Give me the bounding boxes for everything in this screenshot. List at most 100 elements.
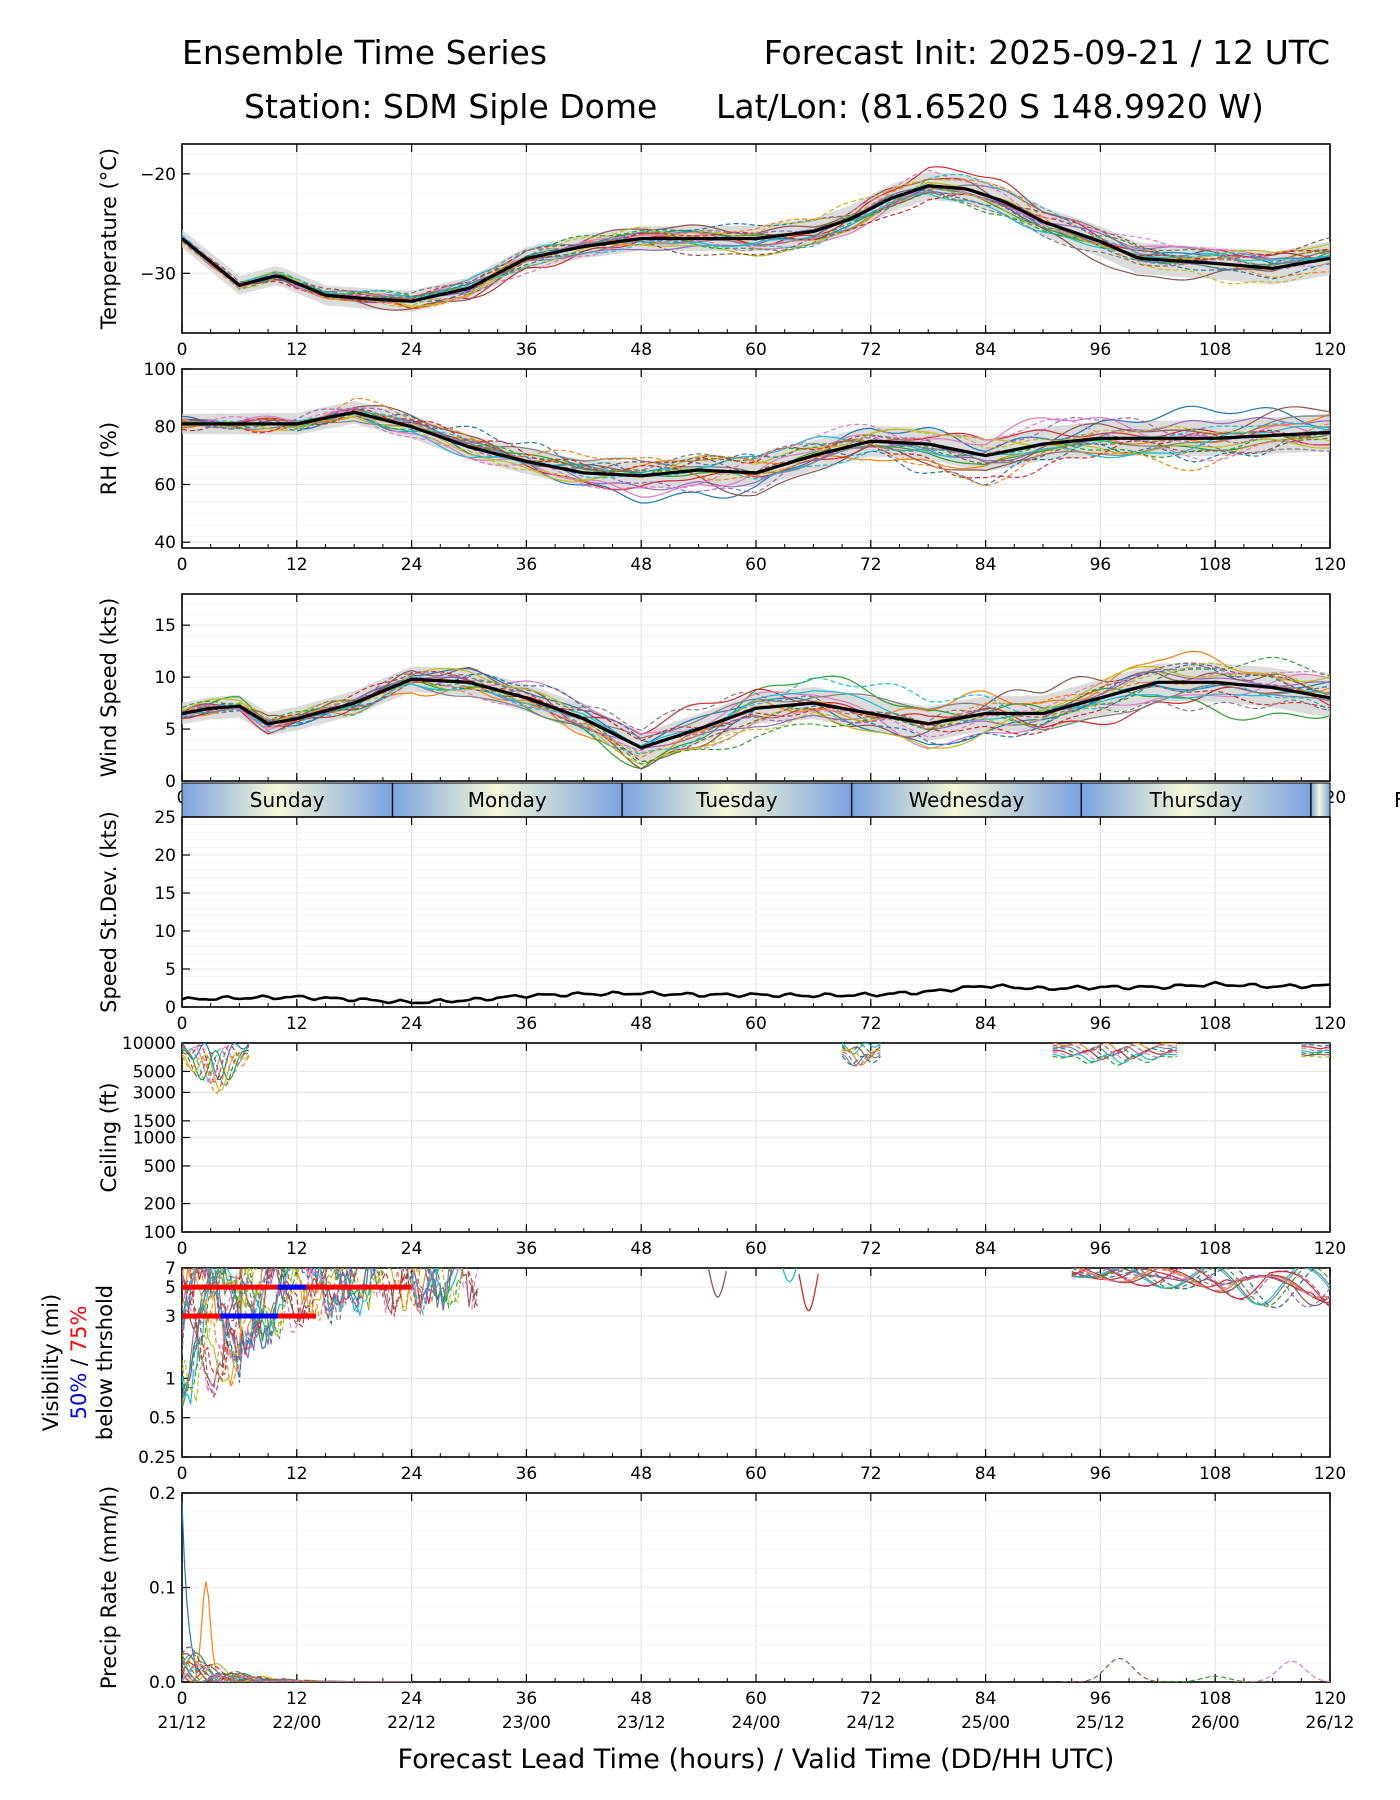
- x-tick-label: 0: [177, 1014, 188, 1034]
- x-tick-label: 72: [860, 555, 882, 575]
- x-tick-label: 48: [630, 1464, 652, 1484]
- y-tick-label: 5000: [133, 1062, 176, 1082]
- ceiling-member-line: [842, 1051, 881, 1067]
- member-line: [182, 663, 1330, 746]
- member-line: [182, 193, 1330, 304]
- x-tick-label: 48: [630, 555, 652, 575]
- x-tick-label: 0: [177, 555, 188, 575]
- day-label: Thursday: [1149, 788, 1243, 812]
- x-tick-label: 96: [1090, 555, 1112, 575]
- vis-member-line: [182, 1268, 463, 1396]
- y-axis-label: Precip Rate (mm/h): [97, 1486, 121, 1689]
- x-tick-label: 0: [177, 340, 188, 360]
- x-tick-label: 96: [1090, 340, 1112, 360]
- x-tick-label: 12: [286, 1239, 308, 1259]
- x-tick-label: 0: [177, 1689, 188, 1709]
- vis-member-line: [1071, 1268, 1330, 1306]
- x-tick-label: 36: [516, 340, 538, 360]
- vis-member-line: [1073, 1268, 1330, 1301]
- member-line: [182, 673, 1330, 732]
- y-tick-label: 3: [165, 1307, 176, 1327]
- spread-band: [182, 171, 1330, 312]
- precip-member-line: [182, 1667, 412, 1682]
- y-tick-label: 0.5: [149, 1409, 176, 1429]
- vis-member-line: [1081, 1268, 1330, 1301]
- y-tick-label: 0.1: [149, 1579, 176, 1599]
- y-tick-label: 60: [154, 475, 176, 495]
- x-tick-label: 24: [401, 340, 423, 360]
- member-line: [182, 406, 1330, 493]
- y-tick-label: 10: [154, 668, 176, 688]
- y-tick-label: 7: [165, 1259, 176, 1279]
- x-tick-label: 24: [401, 1239, 423, 1259]
- valid-time-label: 23/12: [617, 1713, 666, 1733]
- ceiling-member-line: [1301, 1051, 1330, 1055]
- vis-member-line: [707, 1268, 727, 1298]
- stdev-line: [181, 980, 1331, 1005]
- vis-member-line: [182, 1268, 421, 1388]
- ensemble-mean-line: [182, 410, 1330, 478]
- y-tick-label: −30: [140, 264, 176, 284]
- y-axis-label: RH (%): [97, 422, 121, 495]
- x-tick-label: 120: [1314, 1014, 1346, 1034]
- panel-1: 0 12 24 36 48 60 72 84 96 108 120 100 80 60 40 RH (%): [97, 360, 1346, 575]
- ceiling-member-line: [841, 1053, 881, 1067]
- ceiling-member-line: [182, 1046, 250, 1085]
- member-line: [182, 397, 1330, 487]
- x-tick-label: 108: [1199, 1239, 1231, 1259]
- station-label: Station: SDM Siple Dome: [244, 87, 657, 126]
- ceiling-member-line: [1301, 1049, 1330, 1054]
- x-tick-label: 60: [745, 1239, 767, 1259]
- day-label: Sunday: [250, 788, 325, 812]
- axes-frame: [181, 1042, 1331, 1233]
- x-tick-label: 24: [401, 1014, 423, 1034]
- ceiling-member-line: [1301, 1044, 1330, 1047]
- ceiling-member-line: [1301, 1046, 1330, 1050]
- x-tick-label: 108: [1199, 1464, 1231, 1484]
- ceiling-member-line: [1052, 1055, 1178, 1066]
- member-line: [182, 666, 1330, 752]
- day-label-cut: F: [1394, 788, 1400, 812]
- x-tick-label: 24: [401, 555, 423, 575]
- x-tick-label: 108: [1199, 555, 1231, 575]
- valid-time-label: 24/12: [846, 1713, 895, 1733]
- vis-member-line: [782, 1268, 797, 1283]
- vis-label-line2: 50% / 75%: [67, 1306, 91, 1420]
- vis-member-line: [182, 1268, 439, 1366]
- x-tick-label: 84: [975, 555, 997, 575]
- x-tick-label: 96: [1090, 1464, 1112, 1484]
- day-band: Sunday Monday Tuesday Wednesday Thursday F: [181, 782, 1400, 818]
- member-line: [182, 670, 1330, 754]
- x-tick-label: 84: [975, 1689, 997, 1709]
- vis-member-line: [1071, 1268, 1330, 1309]
- x-tick-label: 24: [401, 1689, 423, 1709]
- precip-member-line: [182, 1655, 412, 1682]
- valid-time-label: 22/00: [272, 1713, 321, 1733]
- precip-member-line: [1234, 1660, 1330, 1682]
- vis-member-line: [182, 1268, 459, 1405]
- panel-5: 0 12 24 36 48 60 72 84 96 108 120 75 3 1 0.5 0.25 Visibi…: [39, 1259, 1346, 1484]
- y-tick-label: 500: [144, 1157, 176, 1177]
- panel-3: 0 12 24 36 48 60 72 84 96 108 120 25 20 15 10 5 0 Speed S…: [97, 808, 1346, 1034]
- day-segment: [1081, 783, 1311, 817]
- member-line: [182, 181, 1330, 307]
- x-tick-label: 120: [1314, 555, 1346, 575]
- vis-member-line: [182, 1268, 455, 1406]
- x-tick-label: 60: [745, 1689, 767, 1709]
- plot-layer: [182, 1268, 1330, 1409]
- x-tick-label: 120: [1314, 1689, 1346, 1709]
- x-tick-label: 60: [745, 340, 767, 360]
- vis-label-line3: below thrshold: [93, 1285, 117, 1440]
- member-line: [182, 173, 1330, 299]
- x-tick-label: 96: [1090, 1689, 1112, 1709]
- x-tick-label: 12: [286, 340, 308, 360]
- ceiling-member-line: [1052, 1046, 1178, 1057]
- y-tick-label: 5: [165, 960, 176, 980]
- panel-2: 01224364860728496108120151050Wind Speed …: [97, 593, 1346, 808]
- member-line: [182, 670, 1330, 742]
- precip-member-line: [1062, 1657, 1177, 1682]
- ensemble-mean-line: [182, 677, 1330, 750]
- x-tick-label: 96: [1090, 1014, 1112, 1034]
- vis-label-75: 75%: [67, 1306, 91, 1353]
